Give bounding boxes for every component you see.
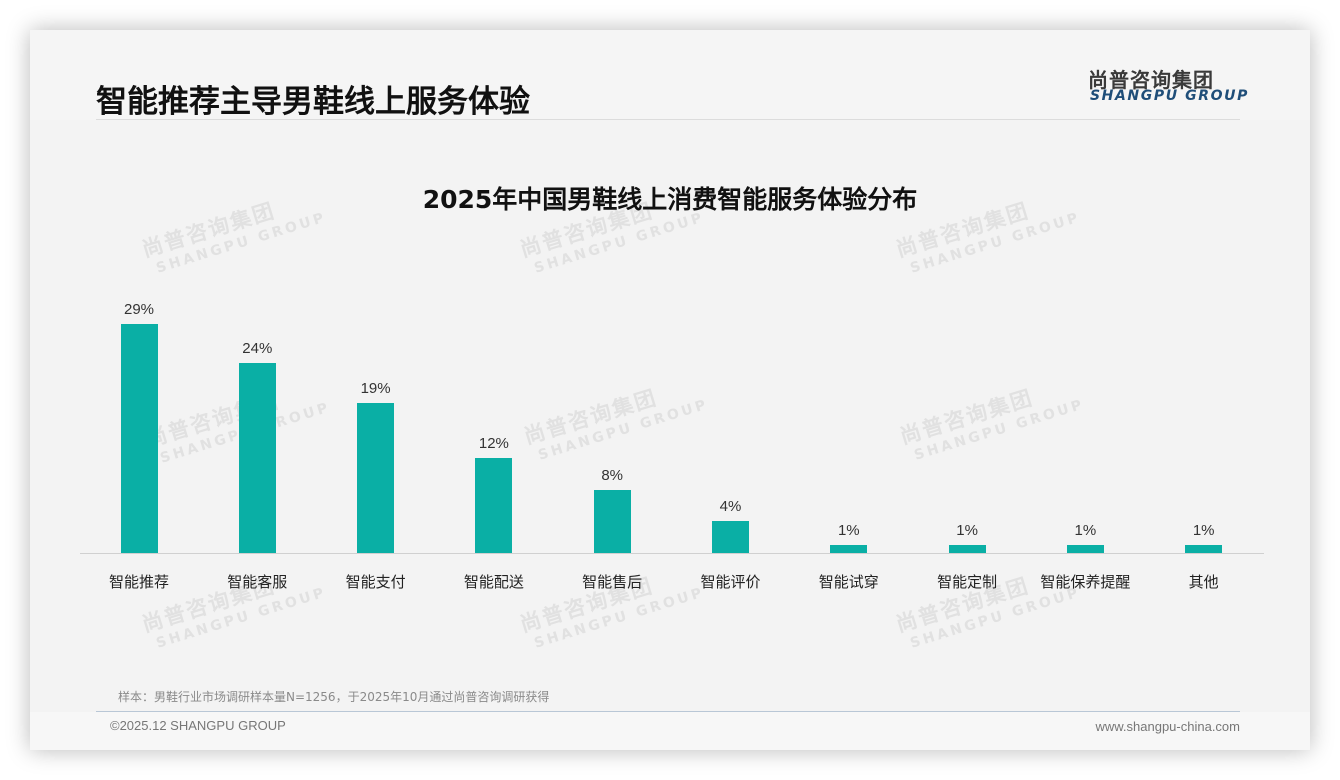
- category-label: 智能配送: [463, 573, 524, 591]
- bar: [1185, 545, 1223, 553]
- bar: [475, 458, 513, 553]
- bar: [1066, 545, 1104, 553]
- category-label: 智能推荐: [108, 573, 169, 591]
- header-divider: [96, 119, 1240, 120]
- bar-value-label: 29%: [123, 301, 155, 318]
- company-logo-en: SHANGPU GROUP: [1090, 88, 1249, 104]
- bar: [830, 545, 868, 553]
- bar-value-label: 1%: [1074, 522, 1097, 540]
- bar: [120, 324, 158, 553]
- bar: [238, 363, 276, 553]
- chart-title: 2025年中国男鞋线上消费智能服务体验分布: [422, 185, 918, 214]
- bar-value-label: 19%: [360, 379, 391, 397]
- category-label: 智能试穿: [818, 573, 879, 591]
- website-link[interactable]: www.shangpu-china.com: [1095, 719, 1240, 734]
- x-axis-line: [80, 553, 1264, 554]
- category-label: 智能售后: [582, 573, 643, 591]
- category-label: 智能客服: [227, 573, 288, 591]
- bar: [593, 489, 631, 553]
- bar-value-label: 1%: [837, 522, 860, 540]
- category-label: 智能评价: [700, 573, 761, 591]
- bar-chart: 29% 智能推荐 24% 智能客服 19% 智能支付 12% 智能配送 8% 智能售后 4% 智能评价…: [30, 30, 1310, 750]
- bar: [712, 521, 749, 553]
- bar-value-label: 12%: [478, 435, 509, 453]
- header-band: [30, 30, 1310, 120]
- slide: 智能推荐主导男鞋线上服务体验 尚普咨询集团 SHANGPU GROUP 尚普咨询…: [30, 30, 1310, 750]
- sample-note: 样本：男鞋行业市场调研样本量N=1256，于2025年10月通过尚普咨询调研获得: [118, 690, 550, 704]
- bar-value-label: 8%: [601, 466, 624, 484]
- bar-value-label: 24%: [242, 340, 273, 358]
- category-label: 智能支付: [345, 573, 406, 591]
- footer-band: [30, 712, 1310, 750]
- category-label: 智能定制: [937, 573, 998, 591]
- footer-divider: [96, 711, 1240, 712]
- page-title: 智能推荐主导男鞋线上服务体验: [96, 84, 530, 120]
- category-label: 智能保养提醒: [1040, 573, 1131, 591]
- bar-value-label: 4%: [719, 498, 742, 516]
- category-label: 其他: [1188, 573, 1219, 591]
- company-logo-cn: 尚普咨询集团: [1088, 68, 1214, 92]
- bar-value-label: 1%: [956, 522, 978, 540]
- bar: [357, 402, 395, 553]
- bar-value-label: 1%: [1192, 522, 1215, 540]
- copyright: ©2025.12 SHANGPU GROUP: [110, 718, 286, 733]
- bar: [948, 545, 986, 553]
